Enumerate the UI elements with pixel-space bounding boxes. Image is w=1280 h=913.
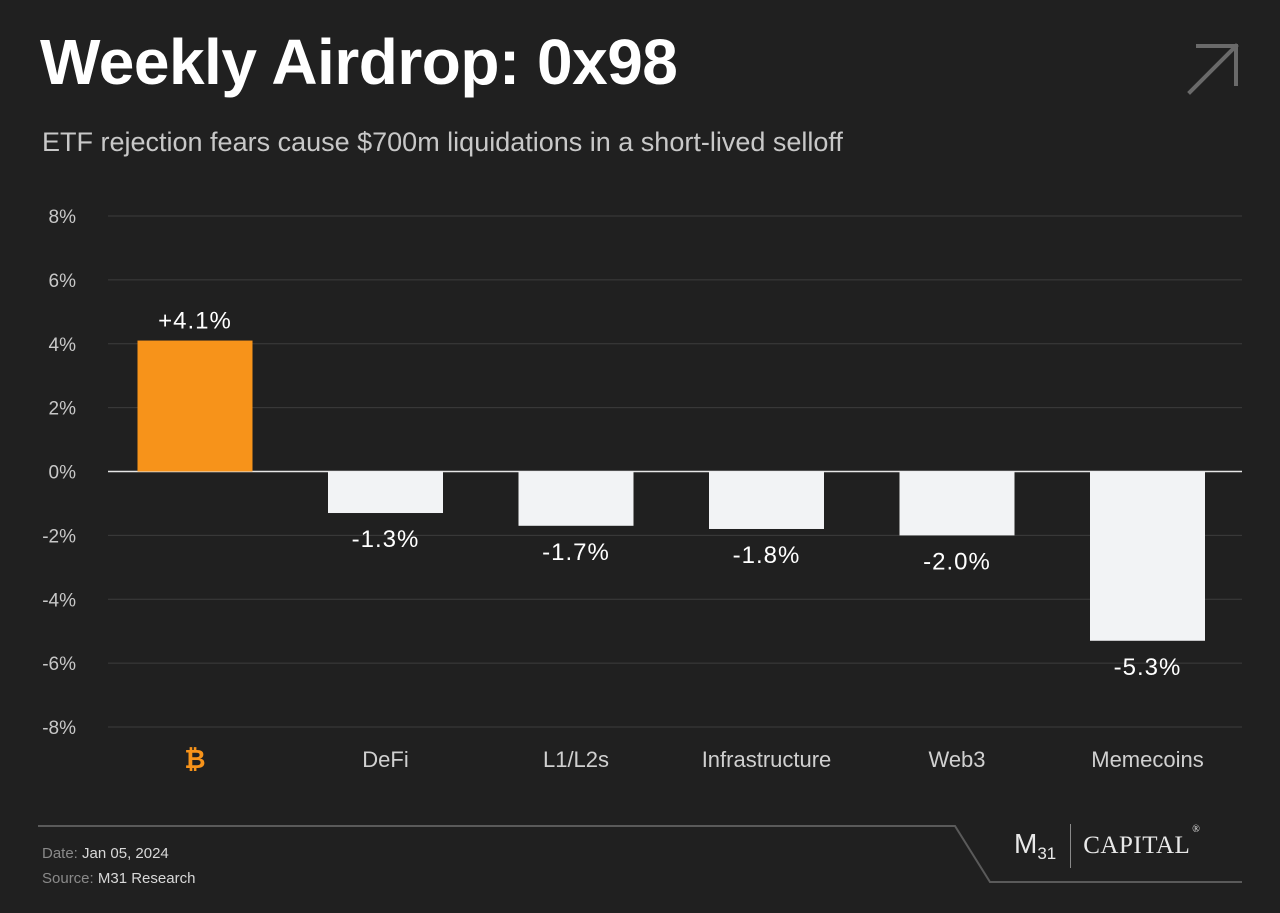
y-tick-label: -2% — [42, 526, 76, 547]
y-tick-label: -6% — [42, 654, 76, 675]
data-label: -1.3% — [352, 526, 420, 553]
brand-separator — [1070, 824, 1072, 868]
brand-capital: CAPITAL ® — [1083, 824, 1201, 859]
x-axis-labels: ₿ DeFi L1/L2s Infrastructure Web3 Memecoins — [184, 745, 1203, 775]
bar-defi — [328, 471, 443, 514]
footer-date: Date: Jan 05, 2024 — [42, 845, 169, 862]
y-tick-label: -8% — [42, 718, 76, 739]
chart-title: Weekly Airdrop: 0x98 — [40, 26, 678, 98]
data-label: -2.0% — [923, 548, 991, 575]
x-tick-label: DeFi — [362, 747, 408, 772]
x-tick-label: L1/L2s — [543, 747, 609, 772]
bar-l1-l2s — [518, 471, 634, 526]
x-tick-label: Memecoins — [1091, 747, 1203, 772]
y-tick-label: 0% — [49, 463, 77, 484]
source-value: M31 Research — [97, 870, 196, 887]
y-tick-label: 2% — [49, 399, 77, 420]
x-tick-label: Web3 — [928, 747, 985, 772]
data-label: +4.1% — [158, 308, 232, 335]
data-labels: +4.1% -1.3% -1.7% -1.8% -2.0% -5.3% — [158, 308, 1182, 681]
date-label: Date: — [42, 845, 78, 862]
bar-web3 — [899, 471, 1015, 536]
arrow-up-right-icon[interactable] — [1184, 40, 1242, 98]
gridlines — [108, 215, 1242, 728]
source-label: Source: — [42, 870, 94, 887]
bars — [137, 340, 1205, 641]
y-tick-label: 8% — [49, 207, 77, 228]
y-axis-ticks: 8% 6% 4% 2% 0% -2% -4% -6% -8% — [42, 207, 76, 739]
bar-memecoins — [1090, 471, 1205, 641]
footer-source: Source: M31 Research — [42, 870, 195, 887]
data-label: -1.8% — [733, 542, 801, 569]
y-tick-label: 6% — [49, 271, 77, 292]
data-label: -5.3% — [1114, 654, 1182, 681]
bitcoin-icon: ₿ — [184, 745, 205, 775]
footer-divider — [38, 825, 1242, 883]
brand-m: M31 — [1014, 828, 1057, 863]
y-tick-label: 4% — [49, 335, 77, 356]
data-label: -1.7% — [542, 539, 610, 566]
m31-capital-logo: M31 CAPITAL ® — [1014, 824, 1201, 868]
chart-subtitle: ETF rejection fears cause $700m liquidat… — [42, 127, 843, 157]
date-value: Jan 05, 2024 — [82, 845, 169, 862]
bar-- — [137, 340, 253, 472]
bar-infrastructure — [709, 471, 824, 529]
y-tick-label: -4% — [42, 590, 76, 611]
x-tick-label: Infrastructure — [702, 747, 832, 772]
